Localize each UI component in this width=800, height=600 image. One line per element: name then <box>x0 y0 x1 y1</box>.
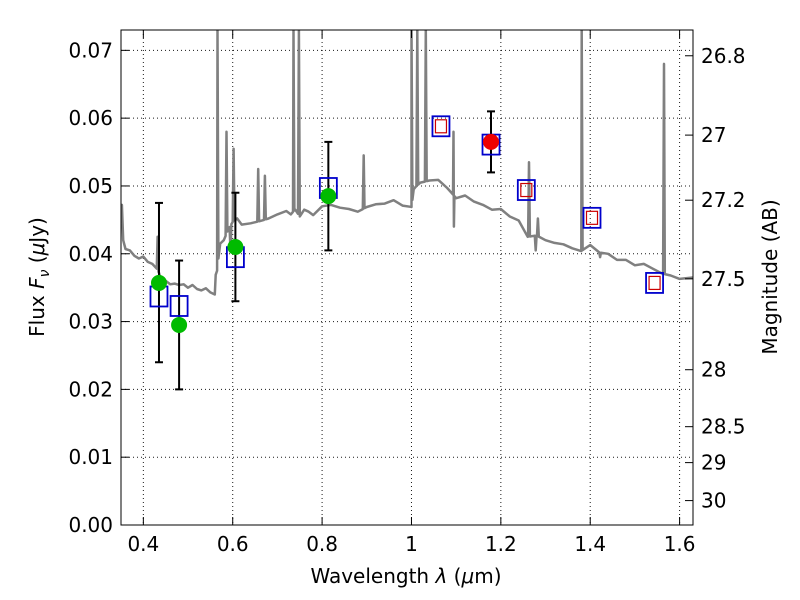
y-tick-label: 0.01 <box>68 445 113 469</box>
small-square-point <box>585 210 599 225</box>
y2-tick-label: 29 <box>701 451 726 475</box>
open-square-point <box>582 206 602 229</box>
filled-circle-point <box>320 188 337 205</box>
x-tick-label: 1.2 <box>485 532 517 556</box>
y2-tick-label: 28.5 <box>701 415 746 439</box>
x-tick-label: 0.4 <box>127 532 159 556</box>
spectrum-layer <box>121 30 693 296</box>
model-spectrum-line <box>121 30 693 296</box>
filled-circle-point <box>171 316 188 333</box>
y2-tick-label: 27.5 <box>701 267 746 291</box>
y-tick-label: 0.07 <box>68 38 113 62</box>
y-tick-label: 0.03 <box>68 310 113 334</box>
small-square-point <box>434 119 448 134</box>
y2-axis-title: Magnitude (AB) <box>758 199 782 354</box>
filled-circle-point <box>150 274 167 291</box>
y-axis-title: Flux Fν (μJy) <box>25 217 53 337</box>
open-square-point <box>431 115 451 138</box>
plot-area <box>121 30 693 525</box>
x-tick-label: 1.6 <box>664 532 696 556</box>
plot-frame <box>120 29 694 526</box>
y-tick-label: 0.06 <box>68 106 113 130</box>
filled-circle-point <box>483 133 500 150</box>
marker-layer <box>149 115 664 333</box>
ticks-layer: 0.4 0.6 0.8 1 1.2 1.4 1.6 0.00 0.01 0.02 0.03 0.04 0… <box>68 30 746 556</box>
small-square-point <box>648 275 661 291</box>
open-square-point <box>169 295 189 317</box>
y2-tick-label: 30 <box>701 489 726 513</box>
y-tick-label: 0.00 <box>68 513 113 537</box>
x-axis-title: Wavelength λ (μm) <box>310 564 501 588</box>
y2-tick-label: 27.2 <box>701 188 746 212</box>
filled-circle-point <box>227 238 244 255</box>
y-tick-label: 0.05 <box>68 174 113 198</box>
x-tick-label: 1.4 <box>574 532 606 556</box>
open-square-point <box>645 272 664 294</box>
x-tick-label: 0.8 <box>306 532 338 556</box>
y-tick-label: 0.04 <box>68 242 113 266</box>
y2-tick-label: 26.8 <box>701 44 746 68</box>
small-square-point <box>520 182 533 198</box>
y2-tick-label: 28 <box>701 358 726 382</box>
y2-tick-label: 27 <box>701 123 726 147</box>
open-square-point <box>516 179 536 201</box>
x-tick-label: 1 <box>405 532 418 556</box>
x-tick-label: 0.6 <box>217 532 249 556</box>
y-tick-label: 0.02 <box>68 377 113 401</box>
